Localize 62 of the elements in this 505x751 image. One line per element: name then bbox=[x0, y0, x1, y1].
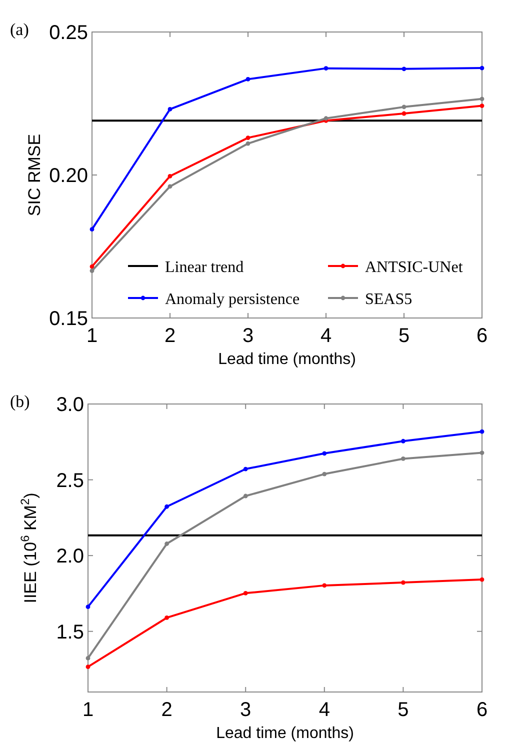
point bbox=[86, 664, 90, 670]
x-tick-label: 1 bbox=[82, 699, 94, 721]
point bbox=[401, 456, 406, 461]
x-tick-label: 3 bbox=[240, 699, 252, 721]
legend-label: ANTSIC-UNet bbox=[365, 259, 464, 276]
x-tick-label: 4 bbox=[320, 325, 332, 347]
point bbox=[90, 268, 94, 274]
y-tick-label: 0.20 bbox=[49, 165, 88, 187]
point bbox=[480, 104, 484, 108]
point bbox=[243, 494, 248, 498]
chart-title: (a) bbox=[10, 20, 29, 39]
x-tick-label: 1 bbox=[86, 325, 98, 347]
point bbox=[243, 466, 248, 472]
x-tick-label: 3 bbox=[242, 325, 254, 347]
point bbox=[401, 580, 406, 585]
point bbox=[322, 451, 327, 456]
x-tick-label: 2 bbox=[164, 325, 176, 347]
point bbox=[401, 438, 406, 444]
point bbox=[164, 542, 169, 546]
point bbox=[243, 590, 248, 596]
x-tick-label: 4 bbox=[318, 699, 330, 721]
y-tick-label: 0.15 bbox=[49, 308, 88, 330]
point bbox=[322, 472, 327, 476]
point bbox=[168, 174, 172, 178]
y-tick-label: 1.5 bbox=[56, 621, 84, 644]
y-tick-label: 2.0 bbox=[56, 546, 84, 568]
x-axis-title: Lead time (months) bbox=[216, 725, 354, 742]
legend-label: SEAS5 bbox=[365, 291, 412, 308]
chart-title: (b) bbox=[10, 392, 30, 411]
point bbox=[164, 504, 169, 509]
point bbox=[168, 107, 172, 112]
point bbox=[480, 66, 484, 70]
x-tick-label: 5 bbox=[398, 325, 410, 347]
point bbox=[90, 227, 94, 232]
point bbox=[168, 184, 172, 189]
point bbox=[480, 577, 484, 582]
point bbox=[90, 264, 94, 269]
point bbox=[402, 104, 406, 110]
point bbox=[480, 96, 484, 102]
point bbox=[402, 66, 406, 72]
point bbox=[246, 76, 250, 82]
x-tick-label: 6 bbox=[476, 699, 488, 721]
x-tick-label: 5 bbox=[398, 699, 409, 721]
x-axis-title: Lead time (months) bbox=[218, 351, 356, 368]
point bbox=[480, 450, 484, 456]
x-tick-label: 2 bbox=[161, 699, 172, 721]
legend-label: Anomaly persistence bbox=[165, 291, 300, 308]
y-tick-label: 3.0 bbox=[56, 394, 84, 416]
point bbox=[246, 141, 250, 146]
point bbox=[164, 616, 169, 620]
y-tick-label: 0.25 bbox=[49, 22, 88, 44]
legend-label: Linear trend bbox=[165, 259, 244, 276]
point bbox=[86, 656, 90, 660]
point bbox=[324, 66, 328, 71]
x-tick-label: 6 bbox=[476, 325, 488, 347]
y-axis-title: SIC RMSE bbox=[25, 134, 44, 216]
y-tick-label: 2.5 bbox=[56, 470, 84, 492]
point bbox=[86, 604, 90, 610]
point bbox=[322, 583, 327, 588]
point bbox=[246, 136, 250, 140]
point bbox=[402, 111, 406, 116]
point bbox=[480, 429, 484, 434]
